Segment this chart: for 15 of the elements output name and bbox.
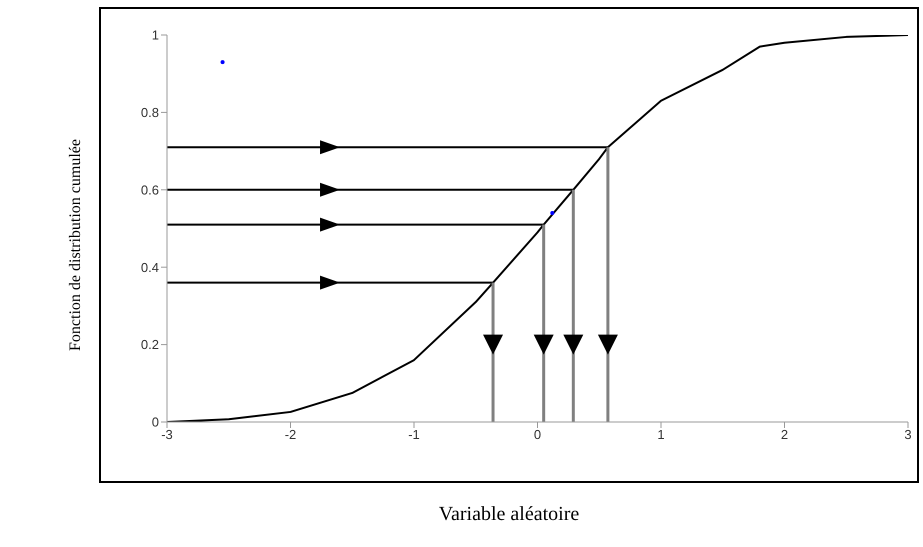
x-tick-label: 3 xyxy=(904,427,912,442)
y-tick-label: 0.2 xyxy=(140,337,159,352)
x-tick-label: -3 xyxy=(161,427,173,442)
x-tick-label: 2 xyxy=(780,427,788,442)
x-tick-label: -1 xyxy=(408,427,420,442)
x-tick-label: 0 xyxy=(534,427,542,442)
y-tick-label: 0.4 xyxy=(140,260,159,275)
x-tick-label: 1 xyxy=(657,427,665,442)
x-axis-title: Variable aléatoire xyxy=(438,503,580,525)
y-tick-label: 0.6 xyxy=(140,182,159,198)
y-tick-label: 0 xyxy=(152,414,159,430)
y-tick-label: 1 xyxy=(152,28,159,43)
y-tick-label: 0.8 xyxy=(140,105,159,120)
x-tick-label: -2 xyxy=(284,427,296,442)
y-axis-title: Fonction de distribution cumulée xyxy=(67,139,84,351)
